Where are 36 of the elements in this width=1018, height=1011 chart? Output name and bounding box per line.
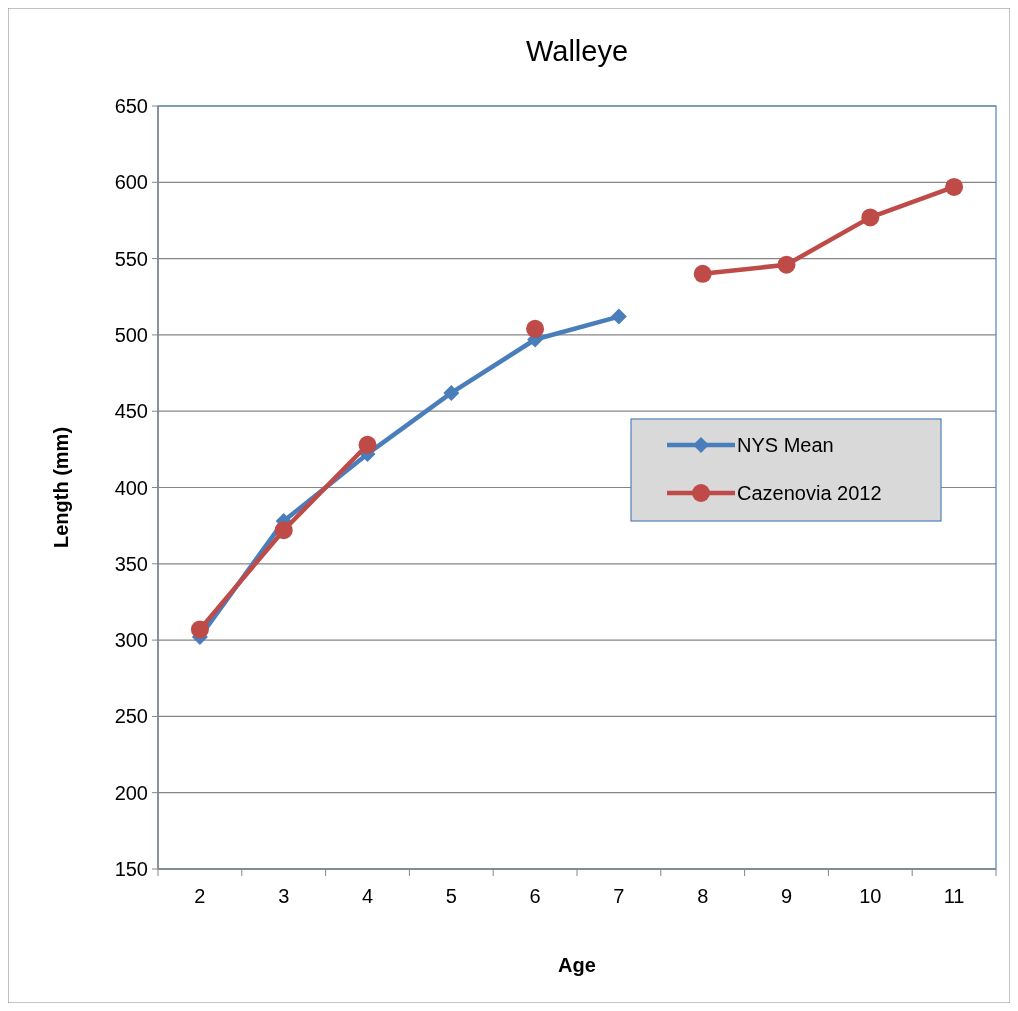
x-tick-label: 8 — [697, 885, 709, 907]
x-tick-label: 4 — [361, 885, 374, 907]
y-tick-label: 600 — [114, 171, 148, 194]
x-axis-title: Age — [558, 954, 596, 976]
point — [443, 384, 460, 401]
x-tick-label: 6 — [529, 885, 541, 907]
y-tick-label: 650 — [114, 95, 148, 117]
point — [861, 208, 880, 227]
y-tick-label: 200 — [114, 781, 148, 804]
point — [945, 177, 964, 196]
point — [526, 319, 545, 338]
y-tick-label: 300 — [114, 629, 148, 652]
point — [693, 264, 712, 283]
y-tick-label: 350 — [114, 552, 148, 575]
chart-title: Walleye — [525, 35, 629, 67]
y-tick-label: 500 — [114, 323, 148, 346]
point — [190, 620, 209, 639]
y-tick-label: 450 — [114, 400, 148, 423]
y-tick-label: 400 — [114, 476, 148, 499]
x-tick-label: 3 — [278, 885, 290, 907]
x-tick-label: 5 — [445, 885, 457, 907]
point — [777, 255, 796, 274]
x-tick-label: 10 — [859, 885, 882, 907]
point — [358, 435, 377, 454]
point — [274, 521, 293, 540]
x-tick-label: 2 — [194, 885, 206, 907]
y-tick-label: 550 — [114, 247, 148, 270]
y-axis-title: Length (mm) — [50, 426, 72, 549]
y-tick-label: 150 — [114, 858, 148, 880]
legend-label: NYS Mean — [737, 434, 834, 456]
x-tick-label: 11 — [943, 885, 965, 907]
point — [610, 308, 627, 325]
x-tick-label: 9 — [780, 885, 793, 907]
x-tick-label: 7 — [613, 885, 625, 907]
legend-label: Cazenovia 2012 — [737, 482, 882, 504]
y-tick-label: 250 — [114, 705, 148, 728]
